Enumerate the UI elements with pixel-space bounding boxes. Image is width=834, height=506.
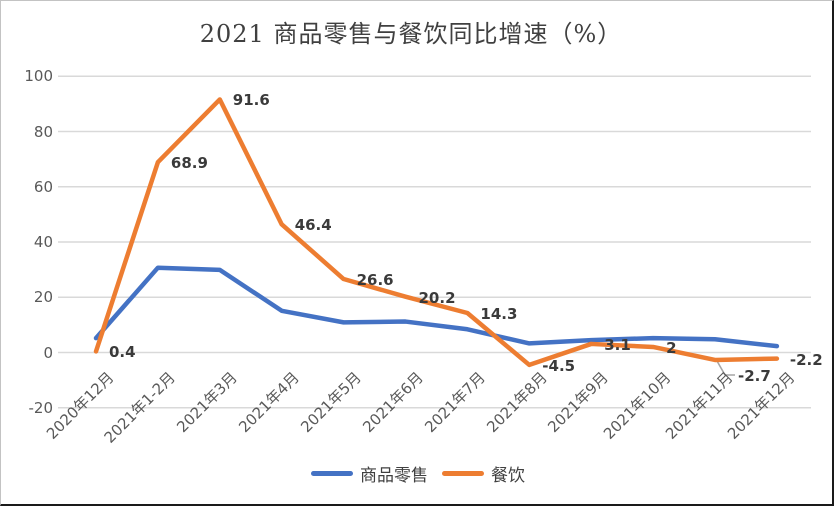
data-label: 14.3 — [480, 304, 518, 323]
legend-item-catering: 餐饮 — [442, 461, 525, 486]
y-axis-tick-label: 0 — [43, 343, 53, 362]
chart-title: 2021 商品零售与餐饮同比增速（%） — [199, 20, 623, 48]
data-label: 26.6 — [356, 271, 394, 290]
data-label: 20.2 — [418, 288, 456, 307]
data-label: -2.2 — [789, 350, 823, 369]
y-axis-tick-label: 60 — [33, 177, 53, 196]
legend-item-goods: 商品零售 — [311, 461, 428, 486]
legend: 商品零售 餐饮 — [1, 461, 832, 486]
legend-swatch-catering-line — [442, 471, 484, 476]
legend-label-goods: 商品零售 — [360, 466, 428, 486]
data-label: -2.7 — [738, 367, 771, 385]
series-line-0 — [93, 265, 780, 349]
data-label-leader-line — [716, 360, 735, 376]
series-line-1 — [93, 97, 780, 368]
data-label: 68.9 — [170, 154, 208, 173]
legend-swatch-goods-line — [311, 471, 353, 476]
y-axis-tick-label: 100 — [24, 67, 53, 86]
data-label: 3.1 — [604, 335, 631, 354]
y-axis-tick-label: -20 — [28, 398, 54, 417]
data-label: -4.5 — [542, 356, 576, 375]
data-label: 91.6 — [232, 91, 270, 110]
data-label: 46.4 — [294, 216, 332, 235]
y-axis-tick-label: 20 — [33, 288, 53, 307]
data-label: 0.4 — [109, 343, 136, 362]
y-axis-tick-label: 40 — [33, 233, 53, 251]
y-axis-tick-label: 80 — [33, 122, 53, 141]
legend-label-catering: 餐饮 — [491, 466, 525, 486]
data-label: 2 — [666, 338, 677, 357]
